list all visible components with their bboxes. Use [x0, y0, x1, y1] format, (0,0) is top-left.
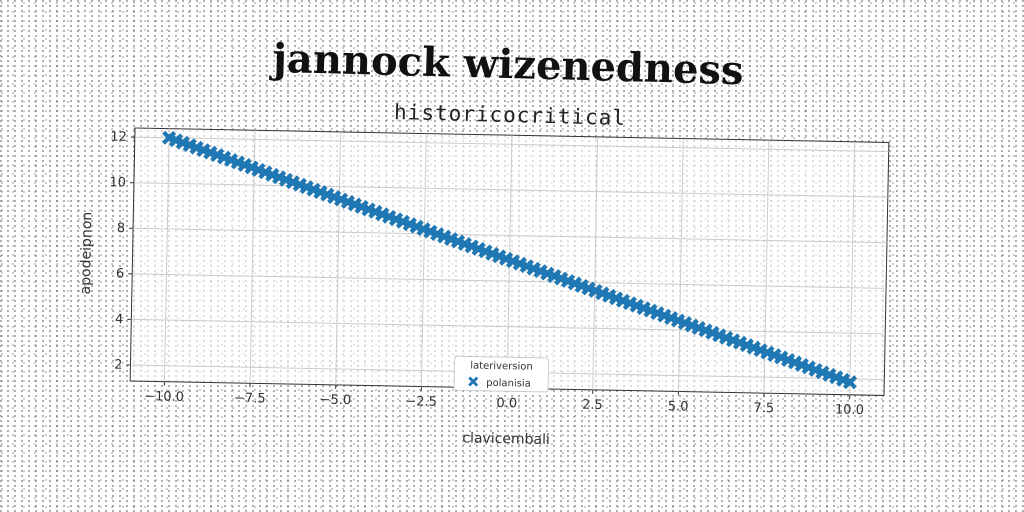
x-tick-label: 2.5 [582, 398, 603, 413]
plot-area: −10.0 −7.5 −5.0 −2.5 0.0 2.5 5.0 7.5 10.0 2 4 6 8 10… [78, 127, 890, 448]
x-axis-label: clavicembali [462, 430, 550, 448]
x-tick-label: 0.0 [496, 396, 517, 411]
y-tick-label: 4 [115, 312, 124, 327]
legend-marker-icon [468, 376, 479, 387]
x-tick-label: −2.5 [405, 394, 437, 410]
x-tick-label: −10.0 [144, 389, 184, 405]
x-gridline [592, 136, 599, 390]
y-gridline [131, 318, 886, 335]
x-gridline [420, 133, 427, 387]
y-tick-label: 8 [117, 221, 126, 236]
legend: lateriversion polanisia [453, 355, 550, 393]
y-gridline [133, 182, 888, 198]
x-tick-label: 7.5 [753, 401, 774, 416]
y-tick-label: 10 [109, 175, 126, 190]
x-axis-ticks: −10.0 −7.5 −5.0 −2.5 0.0 2.5 5.0 7.5 10.0 [144, 381, 864, 418]
x-gridline [849, 141, 856, 395]
y-tick-label: 6 [116, 267, 125, 282]
y-gridline [134, 136, 889, 153]
x-gridline [163, 128, 170, 382]
y-axis-ticks: 2 4 6 8 10 12 [109, 130, 135, 373]
x-tick-label: 10.0 [835, 402, 864, 418]
x-tick-label: −7.5 [234, 391, 266, 407]
x-tick-label: −5.0 [320, 393, 352, 409]
data-point [842, 375, 858, 390]
legend-box [453, 355, 550, 393]
y-axis-label: apodeipnon [78, 212, 96, 295]
y-tick-label: 2 [114, 358, 123, 373]
x-gridline [677, 138, 684, 392]
legend-title: lateriversion [470, 360, 533, 372]
y-gridline [132, 273, 887, 289]
legend-label-polanisia: polanisia [486, 378, 531, 390]
chart-title: jannock wizenedness [269, 35, 744, 94]
y-gridline [133, 227, 887, 244]
chart-subtitle: historicocritical [394, 100, 626, 130]
x-tick-label: 5.0 [668, 399, 689, 414]
series-polanisia [162, 130, 858, 390]
x-gridline [335, 131, 342, 385]
y-tick-label: 12 [110, 130, 127, 145]
